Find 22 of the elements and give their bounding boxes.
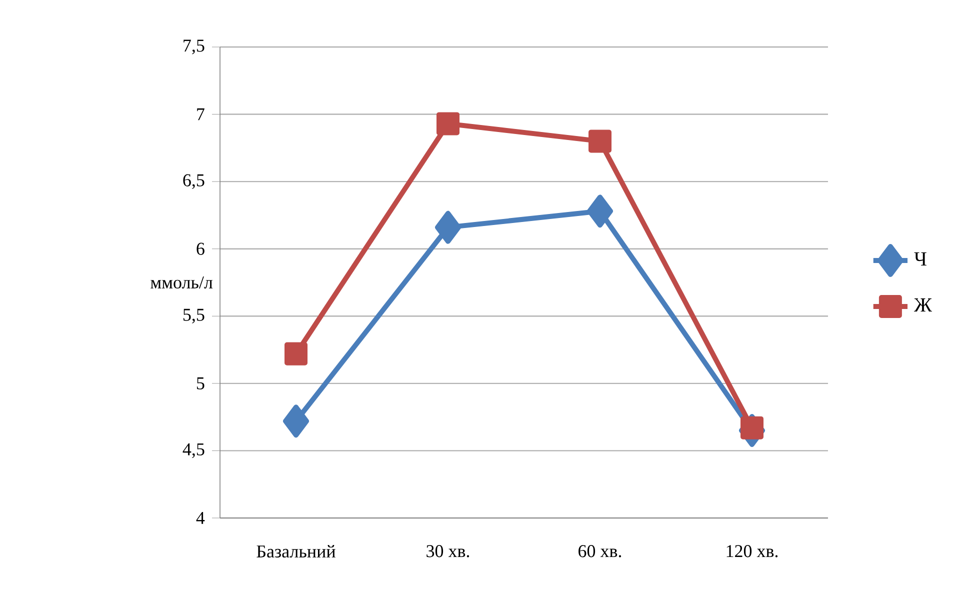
point bbox=[587, 194, 613, 228]
point bbox=[435, 210, 461, 244]
point bbox=[284, 342, 308, 366]
x-tick-label: Базальний bbox=[256, 545, 336, 558]
x-tick-label: 120 хв. bbox=[726, 545, 778, 558]
y-tick-label: 7,5 bbox=[184, 40, 204, 54]
y-tick-label: 4 bbox=[196, 512, 205, 524]
point bbox=[436, 112, 460, 136]
legend-label: Ч bbox=[914, 252, 926, 266]
x-tick-label: 60 хв. bbox=[578, 545, 622, 558]
y-tick-label: 6 bbox=[196, 242, 204, 255]
x-tick-label: 30 хв. bbox=[426, 545, 470, 558]
y-tick-label: 6,5 bbox=[183, 174, 204, 189]
y-tick-label: 7 bbox=[197, 108, 204, 120]
y-axis-title: ммоль/л bbox=[150, 276, 213, 289]
point bbox=[588, 130, 612, 153]
y-tick-label: 4,5 bbox=[182, 443, 204, 458]
legend-label: Ж bbox=[914, 298, 932, 312]
y-tick-label: 5,5 bbox=[183, 308, 204, 324]
point bbox=[740, 416, 764, 440]
y-tick-label: 5 bbox=[196, 377, 204, 390]
point bbox=[283, 404, 310, 438]
